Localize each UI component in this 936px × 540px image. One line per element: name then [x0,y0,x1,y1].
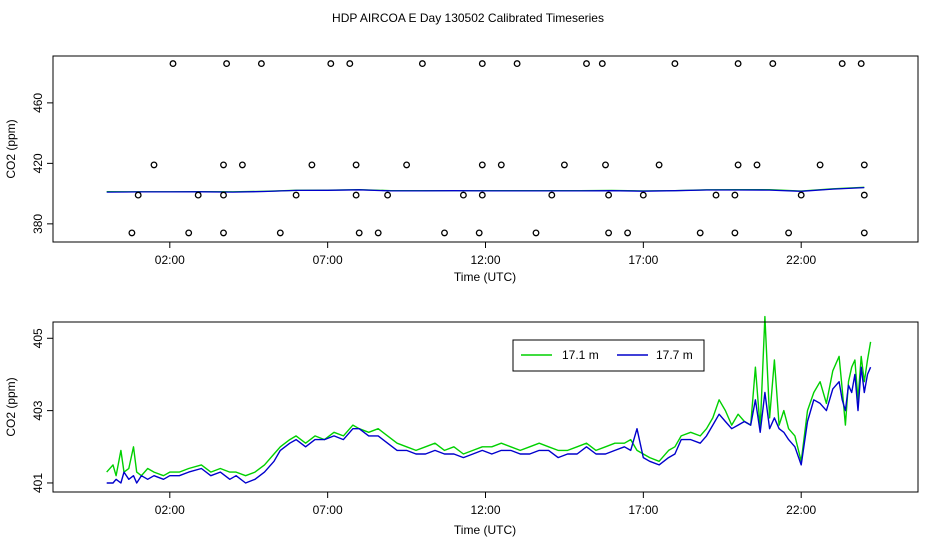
calibration-point-marker [731,229,739,237]
calibration-point-marker [857,60,865,68]
calibration-point-marker [696,229,704,237]
top-panel: 02:00 07:00 12:00 17:00 22:00 380 420 460 Time… [4,55,919,284]
calibration-point-marker [185,229,193,237]
bottom-x-tick-label: 07:00 [313,503,343,517]
calibration-point-marker [860,161,868,169]
calibration-point-marker [194,191,202,199]
calibration-point-marker [220,161,227,169]
bottom-y-axis: 401 403 405 [31,328,53,493]
top-y-tick-label: 420 [31,153,45,173]
calibration-point-marker [327,60,335,68]
top-y-axis: 380 420 460 [31,93,53,234]
calibration-point-marker [418,60,426,68]
top-x-axis: 02:00 07:00 12:00 17:00 22:00 [155,242,817,267]
calibration-point-marker [308,161,316,169]
calibration-point-marker [860,191,868,199]
top-x-tick-label: 07:00 [313,253,343,267]
bottom-y-axis-label: CO2 (ppm) [4,377,18,436]
bottom-plot-frame [52,321,919,493]
calibration-point-marker [838,60,846,68]
top-plot-frame [52,55,919,243]
calibration-point-marker [605,229,613,237]
calibration-point-marker [276,229,284,237]
bottom-y-tick-label: 405 [31,328,45,348]
calibration-point-marker [769,60,777,68]
calibration-point-marker [583,60,590,68]
calibration-point-marker [478,60,486,68]
bottom-x-tick-label: 17:00 [628,503,658,517]
bottom-x-tick-label: 22:00 [786,503,816,517]
top-x-tick-label: 22:00 [786,253,816,267]
calibration-point-marker [475,229,483,237]
bottom-series-layer [106,315,872,484]
calibration-point-marker [441,229,448,237]
calibration-point-marker [220,229,227,237]
top-y-tick-label: 380 [31,214,45,234]
calibration-point-marker [816,161,824,169]
calibration-point-marker [355,229,363,237]
calibration-point-marker [374,229,382,237]
legend-label-17-1m: 17.1 m [562,348,599,362]
bottom-x-tick-label: 02:00 [155,503,185,517]
calibration-point-marker [352,161,360,169]
calibration-point-marker [734,60,742,68]
calibration-point-marker [860,229,868,237]
calibration-point-marker [548,191,556,199]
calibration-point-marker [602,161,609,169]
calibration-point-marker [605,191,613,199]
top-series-17-7m-line [106,186,865,193]
calibration-point-marker [352,191,360,199]
calibration-point-marker [257,60,265,68]
top-series-layer [106,186,865,193]
calibration-point-marker [797,191,805,199]
bottom-y-tick-label: 403 [31,400,45,420]
calibration-point-marker [403,161,411,169]
calibration-point-marker [134,191,142,199]
figure-title: HDP AIRCOA E Day 130502 Calibrated Times… [332,11,604,25]
bottom-x-axis: 02:00 07:00 12:00 17:00 22:00 [155,492,817,517]
calibration-point-marker [384,191,392,199]
calibration-point-marker [532,229,540,237]
bottom-series-17-1m-line [106,315,872,477]
calibration-point-marker [785,229,793,237]
calibration-point-marker [478,191,486,199]
calibration-point-marker [292,191,300,199]
calibration-point-marker [238,161,246,169]
legend-label-17-7m: 17.7 m [656,348,693,362]
top-x-axis-label: Time (UTC) [454,270,516,284]
calibration-point-marker [560,161,568,169]
top-markers-layer [128,60,868,237]
bottom-x-axis-label: Time (UTC) [454,523,516,537]
calibration-point-marker [346,60,354,68]
calibration-point-marker [753,161,761,169]
calibration-point-marker [128,229,136,237]
calibration-point-marker [655,161,663,169]
legend: 17.1 m 17.7 m [512,339,705,372]
bottom-panel: 02:00 07:00 12:00 17:00 22:00 401 403 405 Time… [4,315,919,537]
calibration-point-marker [598,60,606,68]
calibration-point-marker [223,60,231,68]
top-x-tick-label: 02:00 [155,253,185,267]
calibration-point-marker [459,191,467,199]
calibration-point-marker [671,60,679,68]
calibration-point-marker [731,191,739,199]
calibration-point-marker [513,60,521,68]
calibration-point-marker [497,161,505,169]
top-y-axis-label: CO2 (ppm) [4,119,18,178]
top-x-tick-label: 12:00 [470,253,500,267]
calibration-point-marker [478,161,486,169]
calibration-point-marker [712,191,720,199]
calibration-point-marker [734,161,742,169]
top-y-tick-label: 460 [31,93,45,113]
bottom-y-tick-label: 401 [31,473,45,493]
calibration-point-marker [169,60,177,68]
bottom-series-17-7m-line [106,366,872,484]
calibration-point-marker [220,191,227,199]
calibration-point-marker [624,229,632,237]
top-x-tick-label: 17:00 [628,253,658,267]
calibration-point-marker [150,161,158,169]
bottom-x-tick-label: 12:00 [470,503,500,517]
calibration-point-marker [639,191,647,199]
